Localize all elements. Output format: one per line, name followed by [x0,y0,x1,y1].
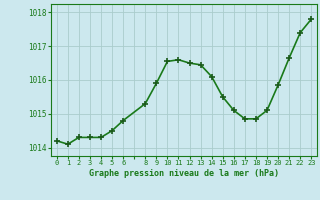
X-axis label: Graphe pression niveau de la mer (hPa): Graphe pression niveau de la mer (hPa) [89,169,279,178]
